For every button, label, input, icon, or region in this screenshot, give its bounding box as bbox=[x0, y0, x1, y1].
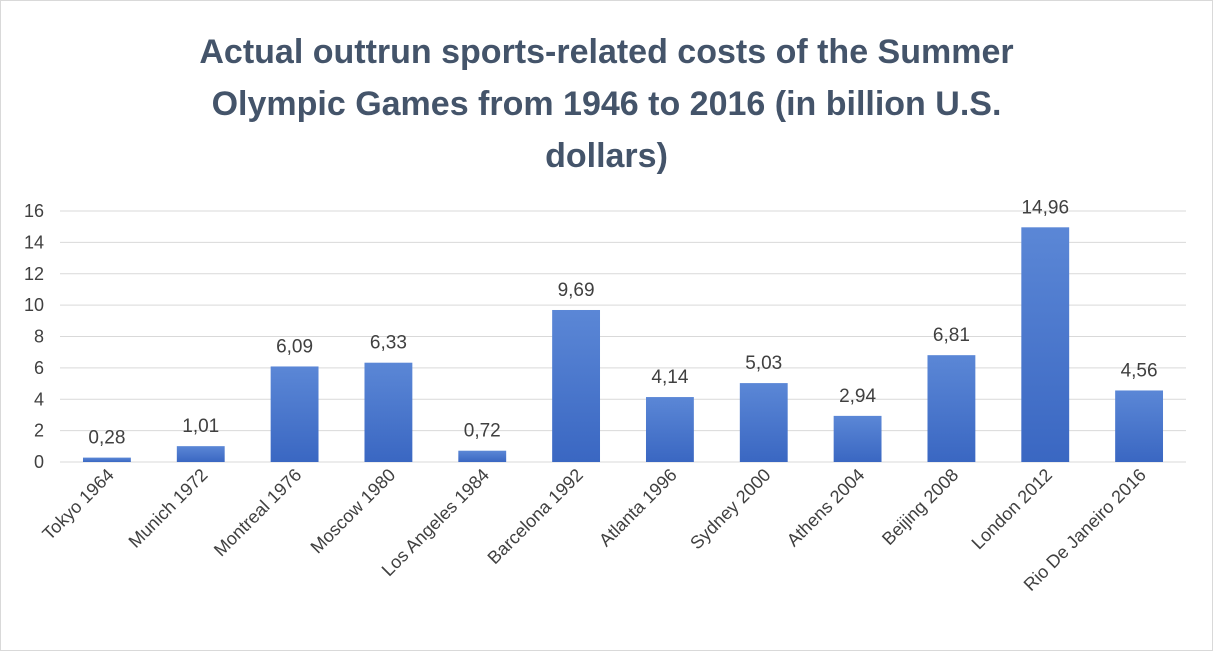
y-tick-label: 4 bbox=[34, 389, 44, 409]
x-tick-label: Munich 1972 bbox=[125, 465, 212, 552]
y-tick-label: 14 bbox=[24, 232, 44, 252]
data-label: 9,69 bbox=[558, 280, 595, 301]
bar bbox=[82, 457, 131, 462]
x-tick-label: Atlanta 1996 bbox=[595, 465, 681, 551]
gridlines bbox=[60, 210, 1186, 463]
bar bbox=[645, 397, 694, 462]
chart-title-line-3: dollars) bbox=[545, 137, 668, 175]
data-label: 6,09 bbox=[276, 336, 313, 357]
data-label: 6,33 bbox=[370, 333, 407, 354]
x-tick-label: Sydney 2000 bbox=[686, 465, 774, 553]
y-tick-label: 10 bbox=[24, 295, 44, 315]
y-tick-label: 6 bbox=[34, 358, 44, 378]
x-tick-label: Tokyo 1964 bbox=[38, 465, 117, 544]
data-label: 0,72 bbox=[464, 421, 501, 442]
x-tick-label: Athens 2004 bbox=[783, 465, 869, 551]
bar bbox=[1021, 227, 1070, 462]
x-tick-label: Barcelona 1992 bbox=[484, 465, 587, 568]
bar bbox=[833, 415, 882, 462]
bar bbox=[927, 355, 976, 462]
bar bbox=[364, 362, 413, 462]
data-labels: 0,28 1,01 6,09 6,33 0,72 9,69 4,14 5,03 2,94 6,81… bbox=[88, 197, 1157, 448]
data-label: 1,01 bbox=[182, 416, 219, 437]
y-tick-label: 8 bbox=[34, 327, 44, 347]
data-label: 6,81 bbox=[933, 325, 970, 346]
bar bbox=[1115, 390, 1164, 462]
bar bbox=[458, 450, 507, 462]
y-tick-label: 12 bbox=[24, 264, 44, 284]
y-tick-label: 2 bbox=[34, 421, 44, 441]
bar bbox=[270, 366, 319, 462]
chart-title-line-1: Actual outtrun sports-related costs of t… bbox=[199, 33, 1014, 71]
chart-title: Actual outtrun sports-related costs of t… bbox=[0, 26, 1213, 182]
data-label: 4,56 bbox=[1121, 360, 1158, 381]
chart-title-line-2: Olympic Games from 1946 to 2016 (in bill… bbox=[211, 85, 1002, 123]
x-tick-label: Moscow 1980 bbox=[307, 465, 400, 558]
data-label: 5,03 bbox=[745, 353, 782, 374]
bars bbox=[82, 227, 1164, 462]
x-tick-label: Montreal 1976 bbox=[210, 465, 306, 561]
bar bbox=[552, 309, 601, 462]
y-tick-label: 16 bbox=[24, 201, 44, 221]
bar bbox=[176, 446, 225, 462]
data-label: 4,14 bbox=[651, 367, 688, 388]
y-tick-label: 0 bbox=[34, 452, 44, 472]
y-axis: 0 2 4 6 8 10 12 14 16 bbox=[24, 201, 44, 472]
x-tick-label: London 2012 bbox=[968, 465, 1056, 553]
data-label: 2,94 bbox=[839, 386, 876, 407]
bar bbox=[739, 383, 788, 462]
x-tick-label: Beijing 2008 bbox=[878, 465, 962, 549]
data-label: 14,96 bbox=[1021, 197, 1069, 218]
data-label: 0,28 bbox=[88, 428, 125, 449]
